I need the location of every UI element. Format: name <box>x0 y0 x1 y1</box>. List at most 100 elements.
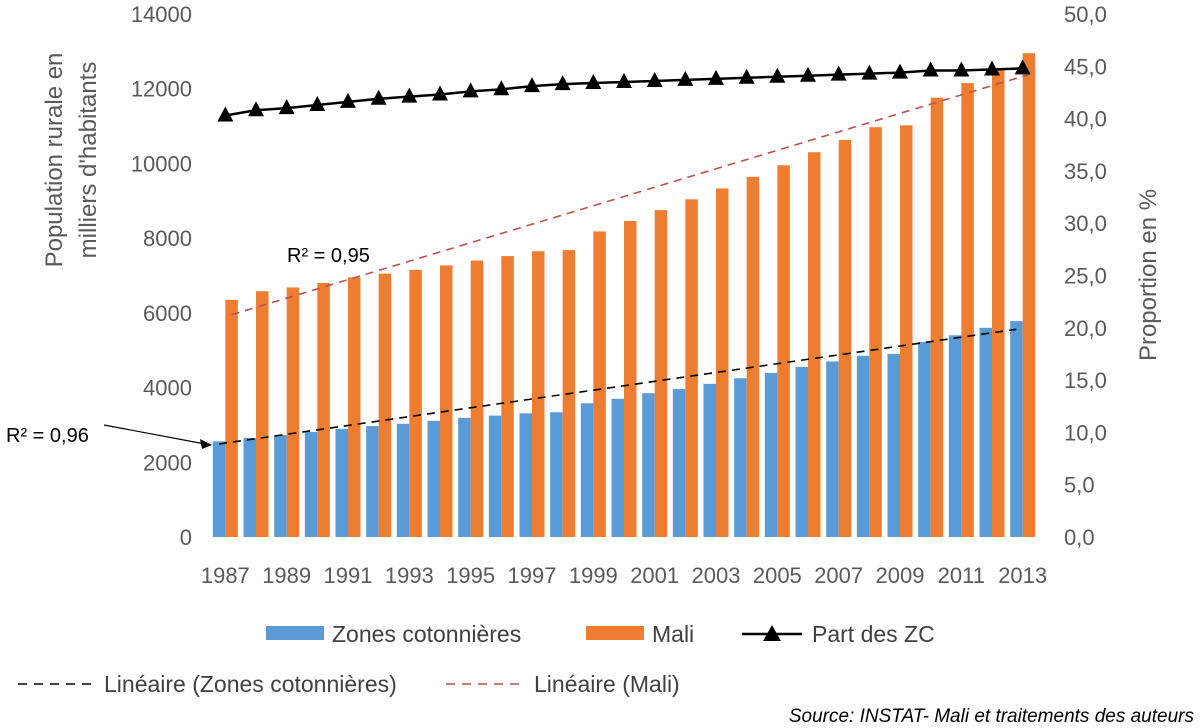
legend-label-trend-mali: Linéaire (Mali) <box>534 671 680 697</box>
marker-part-des-zc <box>585 74 602 90</box>
bar-zones-cotonnieres <box>764 373 778 537</box>
bar-mali <box>808 152 821 537</box>
bar-zones-cotonnieres <box>1010 321 1023 537</box>
trendline-group <box>218 73 1030 445</box>
y-tick-label: 8000 <box>143 226 192 251</box>
x-tick-label: 2003 <box>692 563 741 588</box>
bar-mali <box>378 273 392 537</box>
x-tick-label: 1995 <box>446 563 495 588</box>
x-tick-label: 1991 <box>324 563 373 588</box>
source-note: Source: INSTAT- Mali et traitements des … <box>789 706 1195 727</box>
marker-part-des-zc <box>861 64 878 80</box>
bar-zones-cotonnieres <box>979 327 992 537</box>
bar-series-group <box>212 53 1036 538</box>
marker-part-des-zc <box>953 61 970 77</box>
y2-tick-label: 50,0 <box>1064 2 1107 27</box>
bar-zones-cotonnieres <box>488 415 502 537</box>
x-tick-label: 1999 <box>569 563 618 588</box>
r2-label-zones: R² = 0,96 <box>6 425 89 447</box>
x-tick-label: 2001 <box>630 563 679 588</box>
bar-mali <box>409 269 422 537</box>
bar-mali <box>348 277 361 537</box>
legend-label-mali: Mali <box>652 621 694 647</box>
y2-tick-label: 40,0 <box>1064 107 1107 132</box>
bar-zones-cotonnieres <box>580 403 594 537</box>
marker-part-des-zc <box>248 101 264 117</box>
r2-pointer-arrow <box>103 424 206 445</box>
bar-zones-cotonnieres <box>335 429 348 537</box>
bar-mali <box>746 176 760 537</box>
y2-tick-label: 25,0 <box>1064 264 1107 289</box>
y-tick-label: 0 <box>180 525 192 550</box>
x-tick-label: 2009 <box>876 563 925 588</box>
x-tick-label: 2005 <box>753 563 802 588</box>
legend-swatch-mali <box>586 626 644 640</box>
x-axis: 1987 1989 1991 1993 1995 1997 1999 2001 2003 2005… <box>201 563 1047 588</box>
marker-part-des-zc <box>370 89 387 105</box>
marker-part-des-zc <box>340 92 356 108</box>
bar-zones-cotonnieres <box>243 438 256 537</box>
x-tick-label: 2011 <box>938 563 985 588</box>
bar-mali <box>838 139 852 538</box>
bar-mali <box>470 260 484 537</box>
y2-tick-label: 10,0 <box>1064 420 1107 445</box>
x-tick-label: 1987 <box>201 563 250 588</box>
line-series-group <box>217 59 1031 122</box>
x-tick-label: 2007 <box>814 563 863 588</box>
y2-tick-label: 35,0 <box>1064 159 1107 184</box>
y-tick-label: 4000 <box>143 376 192 401</box>
x-tick-label: 2013 <box>998 563 1047 588</box>
y2-tick-label: 30,0 <box>1064 211 1107 236</box>
marker-part-des-zc <box>892 63 908 79</box>
marker-part-des-zc <box>800 66 816 82</box>
bar-mali <box>685 199 698 537</box>
bar-mali <box>501 256 514 537</box>
y2-tick-label: 5,0 <box>1064 473 1095 498</box>
bar-mali <box>777 165 790 537</box>
marker-part-des-zc <box>646 71 663 87</box>
y2-tick-label: 45,0 <box>1064 54 1107 79</box>
y-axis-title-line2: milliers d'habitants <box>75 62 102 259</box>
y-axis-right: 0,0 5,0 10,0 15,0 20,0 25,0 30,0 35,0 40,0 45,0 50… <box>1064 2 1107 550</box>
bar-zones-cotonnieres <box>519 413 532 537</box>
bar-mali <box>225 299 238 537</box>
legend-label-zones: Zones cotonnières <box>332 621 521 647</box>
y2-tick-label: 0,0 <box>1064 525 1095 550</box>
legend-marker-part <box>763 625 781 641</box>
bar-zones-cotonnieres <box>795 367 808 537</box>
marker-part-des-zc <box>922 61 939 77</box>
bar-mali <box>716 188 729 537</box>
bar-zones-cotonnieres <box>427 420 440 537</box>
bar-mali <box>930 97 944 538</box>
bar-mali <box>654 210 668 537</box>
y2-axis-title: Proportion en % <box>1135 189 1162 361</box>
bar-mali <box>593 231 606 537</box>
marker-part-des-zc <box>401 87 418 103</box>
y-tick-label: 2000 <box>143 450 192 475</box>
trendline-mali <box>231 73 1030 316</box>
marker-part-des-zc <box>769 67 786 83</box>
bar-zones-cotonnieres <box>212 441 226 537</box>
y-tick-label: 10000 <box>131 151 192 176</box>
marker-part-des-zc <box>493 80 510 96</box>
legend-swatch-zones <box>266 626 324 640</box>
legend-label-trend-zones: Linéaire (Zones cotonnières) <box>104 671 397 697</box>
legend-label-part: Part des ZC <box>812 621 935 647</box>
bar-mali <box>317 282 330 537</box>
bar-zones-cotonnieres <box>826 361 839 537</box>
y-tick-label: 14000 <box>131 2 192 27</box>
bar-mali <box>624 220 637 538</box>
bar-zones-cotonnieres <box>856 355 870 537</box>
bar-mali <box>992 68 1005 537</box>
bar-zones-cotonnieres <box>887 353 900 537</box>
bar-zones-cotonnieres <box>274 435 287 537</box>
bar-zones-cotonnieres <box>611 398 624 537</box>
marker-part-des-zc <box>309 96 326 112</box>
y-axis-title-line1: Population rurale en <box>41 53 68 268</box>
bar-zones-cotonnieres <box>703 383 716 537</box>
marker-part-des-zc <box>278 99 295 115</box>
bar-mali <box>440 265 453 537</box>
x-tick-label: 1989 <box>262 563 311 588</box>
marker-part-des-zc <box>432 85 448 101</box>
